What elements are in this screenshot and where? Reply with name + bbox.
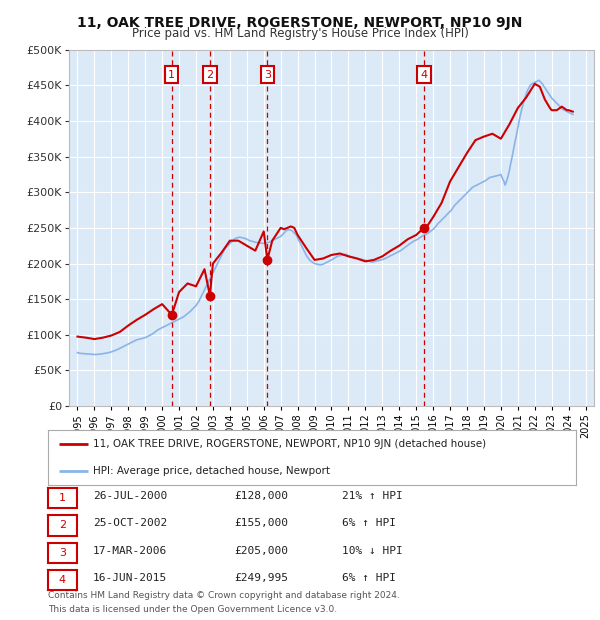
Text: 11, OAK TREE DRIVE, ROGERSTONE, NEWPORT, NP10 9JN (detached house): 11, OAK TREE DRIVE, ROGERSTONE, NEWPORT,… [93,439,486,449]
Text: 4: 4 [421,69,428,79]
Text: 11, OAK TREE DRIVE, ROGERSTONE, NEWPORT, NP10 9JN: 11, OAK TREE DRIVE, ROGERSTONE, NEWPORT,… [77,16,523,30]
Text: 6% ↑ HPI: 6% ↑ HPI [342,573,396,583]
Text: Contains HM Land Registry data © Crown copyright and database right 2024.: Contains HM Land Registry data © Crown c… [48,591,400,600]
Text: 10% ↓ HPI: 10% ↓ HPI [342,546,403,556]
Text: 1: 1 [59,493,66,503]
Text: HPI: Average price, detached house, Newport: HPI: Average price, detached house, Newp… [93,466,330,476]
Text: 26-JUL-2000: 26-JUL-2000 [93,491,167,501]
Text: This data is licensed under the Open Government Licence v3.0.: This data is licensed under the Open Gov… [48,604,337,614]
Text: £155,000: £155,000 [234,518,288,528]
Text: £205,000: £205,000 [234,546,288,556]
Text: 25-OCT-2002: 25-OCT-2002 [93,518,167,528]
Text: 1: 1 [168,69,175,79]
Text: 4: 4 [59,575,66,585]
Text: 21% ↑ HPI: 21% ↑ HPI [342,491,403,501]
Text: 16-JUN-2015: 16-JUN-2015 [93,573,167,583]
Text: 3: 3 [264,69,271,79]
Text: 2: 2 [206,69,214,79]
Text: 3: 3 [59,547,66,558]
Text: 17-MAR-2006: 17-MAR-2006 [93,546,167,556]
Text: 6% ↑ HPI: 6% ↑ HPI [342,518,396,528]
Text: Price paid vs. HM Land Registry's House Price Index (HPI): Price paid vs. HM Land Registry's House … [131,27,469,40]
Text: £249,995: £249,995 [234,573,288,583]
Text: £128,000: £128,000 [234,491,288,501]
Text: 2: 2 [59,520,66,531]
